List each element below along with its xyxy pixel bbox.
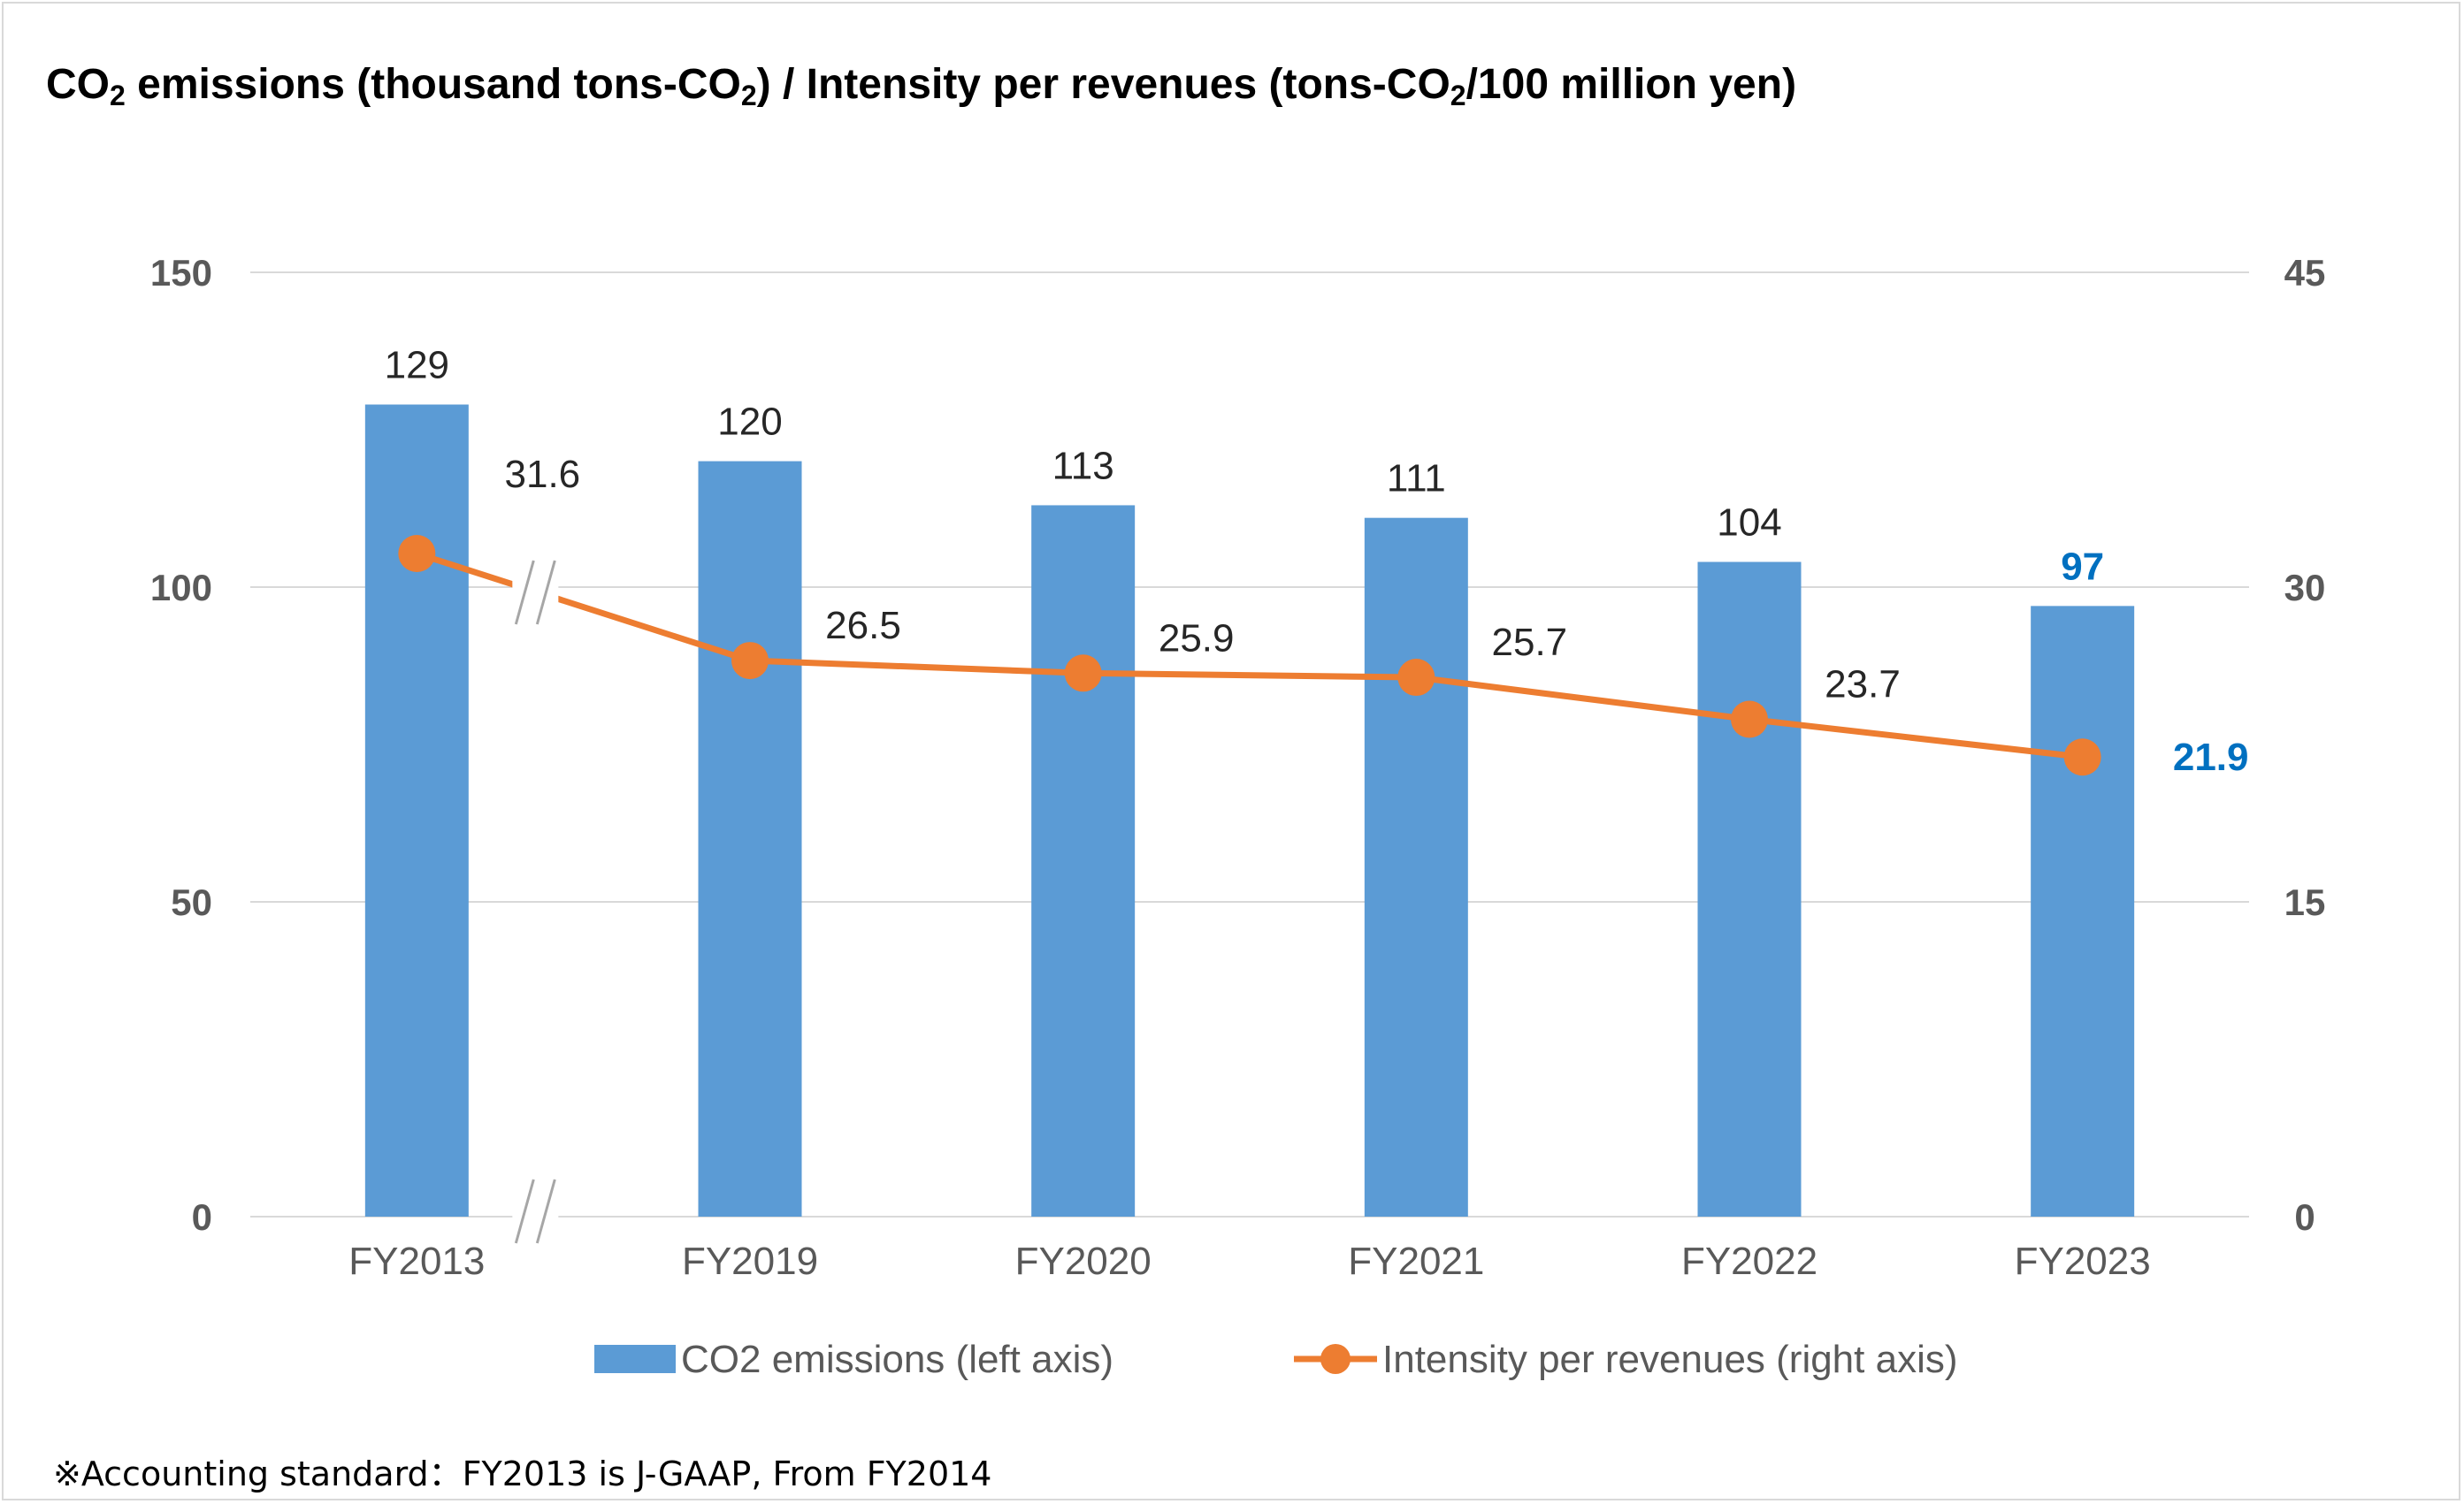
line-point-FY2013 (398, 535, 436, 573)
right-axis-tick-label: 30 (2284, 567, 2326, 608)
axis-break-stroke (535, 560, 556, 625)
line-point-FY2022 (1731, 700, 1768, 738)
bar-value-label: 129 (385, 344, 449, 387)
line-value-label: 25.7 (1492, 621, 1568, 664)
bar-value-label: 111 (1387, 457, 1446, 500)
bar-value-label: 97 (2061, 545, 2104, 588)
legend-label-line: Intensity per revenues (right axis) (1382, 1338, 1958, 1381)
intensity-line (413, 550, 2086, 760)
footnote: ※Accounting standard：FY2013 is J-GAAP, F… (53, 1454, 992, 1493)
bar-FY2020 (1031, 505, 1136, 1217)
right-axis-tick-label: 0 (2294, 1196, 2315, 1238)
bar-FY2022 (1697, 561, 1802, 1217)
bar-value-label: 104 (1717, 501, 1781, 545)
left-axis-tick-label: 100 (150, 567, 212, 608)
legend-swatch-bar (594, 1345, 676, 1373)
bar-FY2019 (698, 461, 802, 1217)
line-value-label: 31.6 (505, 453, 581, 496)
bar-value-label: 120 (717, 401, 782, 444)
category-label: FY2019 (682, 1240, 818, 1283)
line-value-label: 21.9 (2173, 736, 2249, 779)
axis-break-stroke (535, 1179, 556, 1244)
legend-swatch-marker (1320, 1344, 1351, 1374)
axis-break-stroke (514, 1179, 535, 1244)
legend: CO2 emissions (left axis) Intensity per r… (594, 1338, 1958, 1381)
gridlines (250, 271, 2249, 1218)
left-axis-tick-label: 0 (192, 1196, 212, 1238)
category-label: FY2013 (348, 1240, 485, 1283)
axis-break-stroke (514, 560, 535, 625)
legend-label-bar: CO2 emissions (left axis) (681, 1338, 1113, 1381)
category-axis: FY2013 FY2019 FY2020 FY2021 FY2022 FY2023 (348, 1240, 2150, 1283)
chart-title: CO2 emissions (thousand tons-CO2) / Inte… (46, 61, 1797, 111)
axis-break-marks (512, 560, 559, 1244)
right-axis: 0 15 30 45 (2284, 252, 2326, 1238)
right-axis-tick-label: 45 (2284, 252, 2326, 294)
bar-FY2021 (1364, 517, 1468, 1217)
bar-FY2023 (2031, 606, 2135, 1217)
line-series: 31.6 26.5 25.9 25.7 23.7 21.9 (398, 453, 2248, 779)
line-value-label: 25.9 (1159, 616, 1235, 660)
line-point-FY2021 (1397, 659, 1435, 697)
bar-value-label: 113 (1052, 444, 1114, 487)
line-value-label: 26.5 (825, 604, 901, 647)
line-point-FY2019 (731, 642, 769, 680)
left-axis: 0 50 100 150 (150, 252, 212, 1238)
category-label: FY2023 (2015, 1240, 2151, 1283)
left-axis-tick-label: 150 (150, 252, 212, 294)
bar-FY2013 (364, 404, 469, 1217)
line-point-FY2023 (2063, 738, 2101, 776)
bar-series: 129 120 113 111 104 97 (364, 344, 2135, 1217)
category-label: FY2021 (1348, 1240, 1484, 1283)
line-point-FY2020 (1064, 654, 1102, 692)
left-axis-tick-label: 50 (171, 882, 212, 923)
category-label: FY2020 (1015, 1240, 1152, 1283)
line-value-label: 23.7 (1825, 663, 1901, 706)
right-axis-tick-label: 15 (2284, 882, 2326, 923)
category-label: FY2022 (1681, 1240, 1817, 1283)
